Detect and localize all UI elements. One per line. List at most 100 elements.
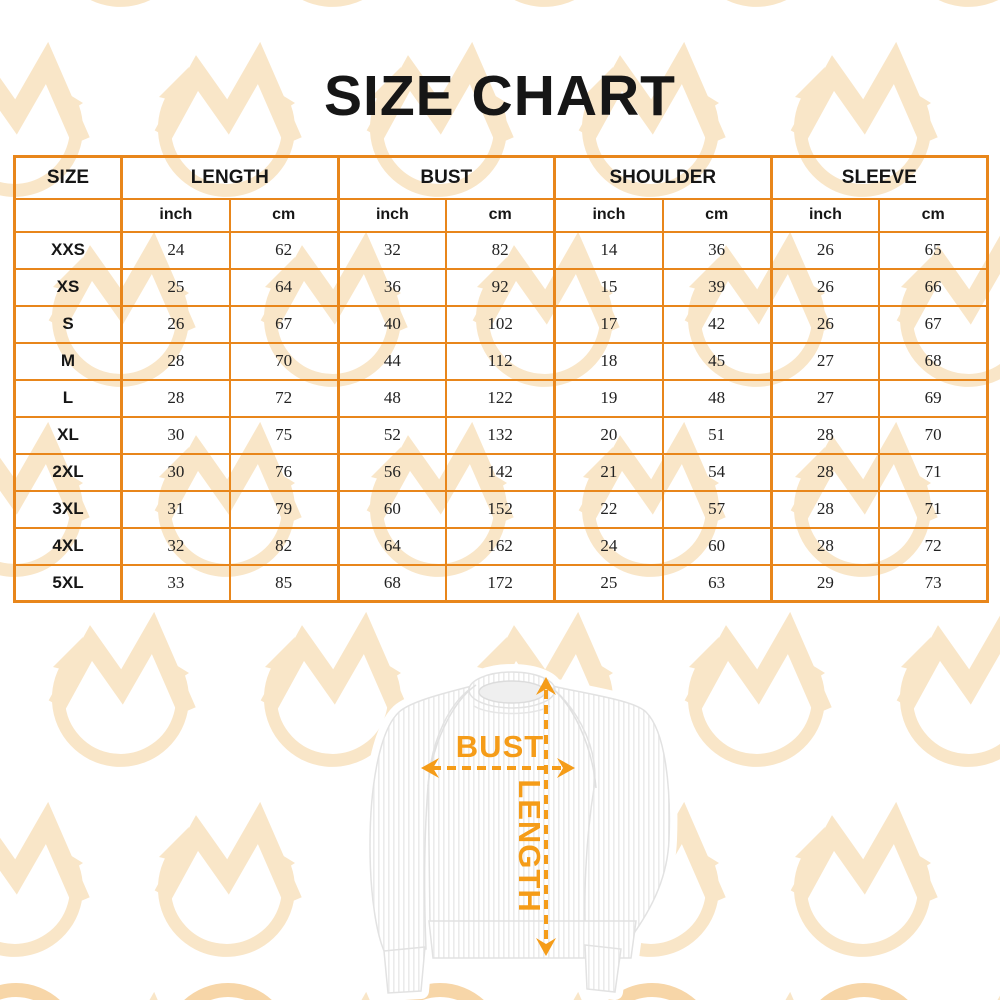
- unit-header: cm: [228, 197, 340, 233]
- unit-header: cm: [445, 197, 556, 233]
- size-value: 28: [769, 452, 881, 492]
- size-label: 2XL: [13, 452, 123, 492]
- sweater-left-cuff: [383, 946, 426, 994]
- sweater-illustration: [369, 671, 671, 994]
- table-row-4xl: 4XL 32 82 64 162 24 60 28 72: [13, 526, 989, 566]
- sweater-right-cuff: [584, 944, 622, 993]
- size-value: 25: [553, 563, 664, 603]
- size-label: XXS: [13, 230, 123, 270]
- size-value: 52: [336, 415, 448, 455]
- size-value: 79: [228, 489, 340, 529]
- bust-arrowhead-right: [557, 758, 575, 778]
- unit-header-empty: [13, 197, 123, 233]
- size-value: 60: [336, 489, 448, 529]
- unit-header: cm: [661, 197, 773, 233]
- size-value: 162: [445, 526, 556, 566]
- size-value: 30: [119, 452, 231, 492]
- size-value: 68: [878, 341, 989, 381]
- column-group-size: SIZE: [13, 155, 123, 200]
- size-value: 48: [661, 378, 773, 418]
- bust-arrowhead-left: [421, 758, 439, 778]
- size-label: M: [13, 341, 123, 381]
- size-value: 28: [769, 489, 881, 529]
- column-group-length: LENGTH: [120, 155, 340, 200]
- size-value: 39: [661, 267, 773, 307]
- size-value: 71: [878, 489, 989, 529]
- size-value: 19: [553, 378, 664, 418]
- size-value: 31: [119, 489, 231, 529]
- size-value: 82: [228, 526, 340, 566]
- size-value: 26: [769, 304, 881, 344]
- size-value: 20: [553, 415, 664, 455]
- size-value: 44: [336, 341, 448, 381]
- column-group-bust: BUST: [336, 155, 556, 200]
- size-value: 142: [445, 452, 556, 492]
- size-value: 66: [878, 267, 989, 307]
- size-label: S: [13, 304, 123, 344]
- table-unit-row: inch cm inch cm inch cm inch cm: [13, 197, 989, 233]
- size-label: XL: [13, 415, 123, 455]
- size-value: 69: [878, 378, 989, 418]
- unit-header: cm: [878, 197, 989, 233]
- unit-header: inch: [769, 197, 881, 233]
- size-value: 45: [661, 341, 773, 381]
- size-value: 30: [119, 415, 231, 455]
- length-label: LENGTH: [512, 779, 547, 912]
- table-row-xs: XS 25 64 36 92 15 39 26 66: [13, 267, 989, 307]
- table-row-3xl: 3XL 31 79 60 152 22 57 28 71: [13, 489, 989, 529]
- size-value: 122: [445, 378, 556, 418]
- size-value: 172: [445, 563, 556, 603]
- column-group-shoulder: SHOULDER: [553, 155, 773, 200]
- size-value: 48: [336, 378, 448, 418]
- size-value: 92: [445, 267, 556, 307]
- size-value: 22: [553, 489, 664, 529]
- table-row-2xl: 2XL 30 76 56 142 21 54 28 71: [13, 452, 989, 492]
- table-row-l: L 28 72 48 122 19 48 27 69: [13, 378, 989, 418]
- size-value: 65: [878, 230, 989, 270]
- size-value: 67: [228, 304, 340, 344]
- size-value: 64: [228, 267, 340, 307]
- size-value: 51: [661, 415, 773, 455]
- sweater-diagram: BUST LENGTH: [362, 664, 678, 1000]
- size-label: L: [13, 378, 123, 418]
- size-value: 54: [661, 452, 773, 492]
- size-value: 33: [119, 563, 231, 603]
- size-value: 70: [878, 415, 989, 455]
- size-value: 28: [769, 415, 881, 455]
- size-value: 64: [336, 526, 448, 566]
- unit-header: inch: [119, 197, 231, 233]
- table-row-s: S 26 67 40 102 17 42 26 67: [13, 304, 989, 344]
- size-value: 26: [119, 304, 231, 344]
- size-value: 72: [878, 526, 989, 566]
- size-value: 27: [769, 341, 881, 381]
- size-value: 29: [769, 563, 881, 603]
- length-arrowhead-top: [536, 677, 556, 695]
- size-value: 71: [878, 452, 989, 492]
- size-value: 36: [661, 230, 773, 270]
- size-value: 102: [445, 304, 556, 344]
- size-value: 28: [119, 378, 231, 418]
- size-value: 15: [553, 267, 664, 307]
- size-value: 27: [769, 378, 881, 418]
- size-value: 132: [445, 415, 556, 455]
- size-label: XS: [13, 267, 123, 307]
- size-value: 26: [769, 267, 881, 307]
- size-value: 24: [119, 230, 231, 270]
- watermark-bottom-arcs: [0, 983, 908, 1000]
- column-group-sleeve: SLEEVE: [769, 155, 989, 200]
- length-arrowhead-bottom: [536, 938, 556, 956]
- bust-label: BUST: [456, 729, 544, 764]
- table-row-xxs: XXS 24 62 32 82 14 36 26 65: [13, 230, 989, 270]
- size-value: 70: [228, 341, 340, 381]
- unit-header: inch: [336, 197, 448, 233]
- size-value: 68: [336, 563, 448, 603]
- size-value: 72: [228, 378, 340, 418]
- size-value: 36: [336, 267, 448, 307]
- sweater-hem-band: [428, 920, 637, 959]
- size-value: 14: [553, 230, 664, 270]
- size-value: 63: [661, 563, 773, 603]
- size-value: 56: [336, 452, 448, 492]
- page-title: SIZE CHART: [324, 64, 676, 128]
- size-value: 28: [769, 526, 881, 566]
